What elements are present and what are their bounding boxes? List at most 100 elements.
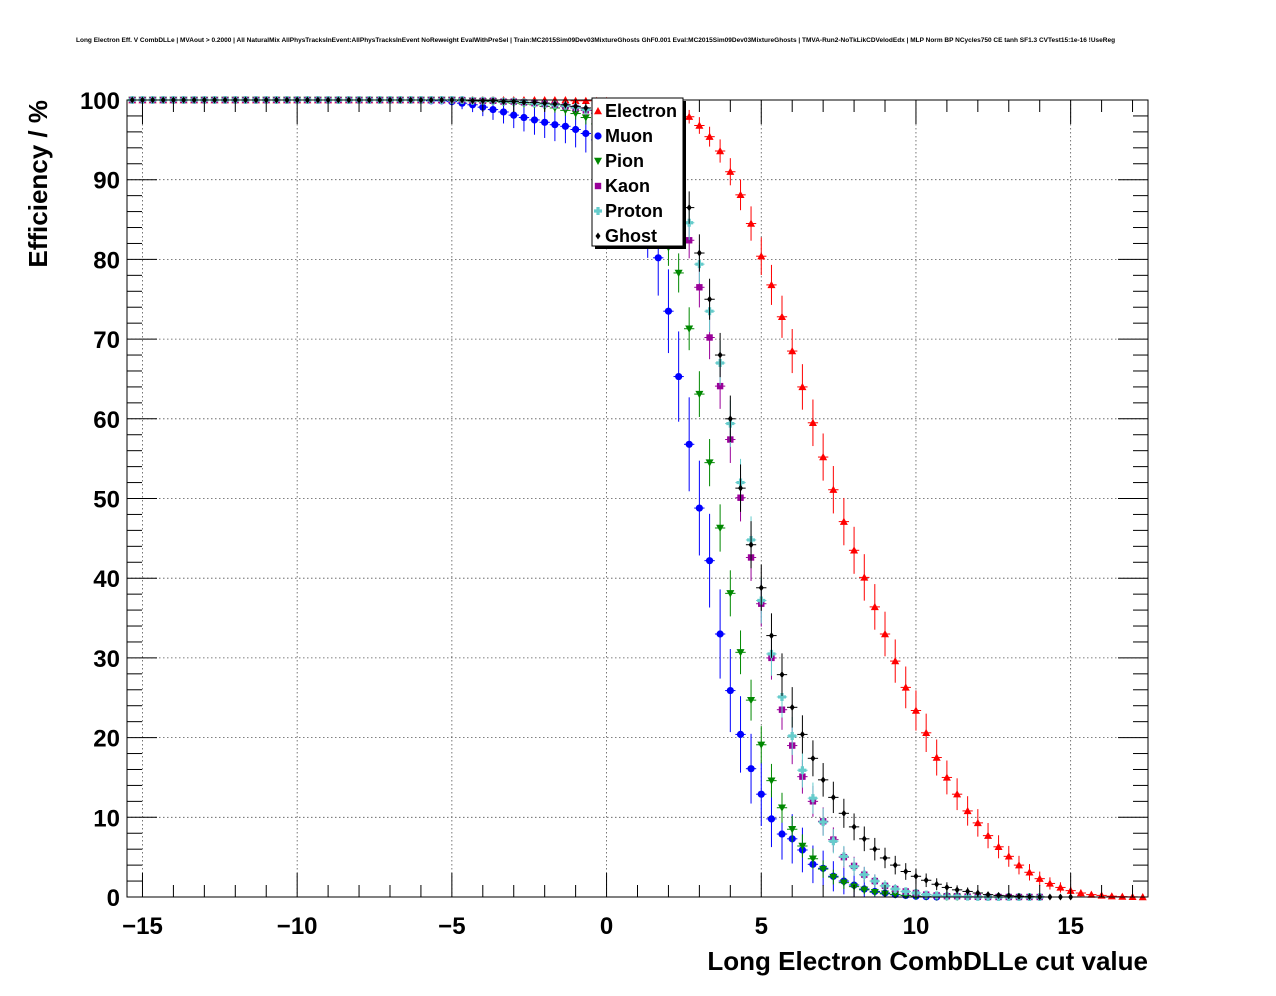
data-point [1056,883,1065,891]
data-point [922,890,931,899]
x-tick-label: 5 [755,913,768,940]
data-point [747,696,756,705]
data-point [1014,861,1023,869]
y-tick-label: 80 [93,247,120,274]
data-point [736,730,745,739]
x-tick-label: −15 [122,913,163,940]
data-point [1035,874,1044,882]
data-point [820,776,826,784]
data-point [850,546,859,554]
data-point [860,870,869,879]
data-point [757,790,765,798]
legend-entry-pion: Pion [594,151,644,171]
data-point [664,307,673,315]
data-point [819,818,828,827]
data-point [788,826,797,834]
data-point [777,692,786,701]
data-point [654,254,662,262]
y-tick-label: 10 [93,805,120,832]
data-point [932,891,941,900]
y-axis-title: Efficiency / % [23,100,53,268]
data-point [767,280,776,289]
data-point [839,852,848,861]
data-point [706,334,713,341]
data-point [923,876,929,884]
data-point [551,121,559,129]
data-point [582,129,590,138]
axis-layer: −15 −10 −5 0 5 10 15 0 10 20 30 40 50 60 70 80 90 100 [80,88,1148,940]
data-point [499,108,508,116]
data-point [934,880,940,888]
data-point [861,835,867,843]
data-point [777,804,786,812]
data-point [758,584,764,592]
data-point [870,889,879,897]
data-point [777,312,786,320]
x-tick-label: 15 [1057,913,1084,940]
data-point [839,879,848,887]
data-point [581,114,590,122]
y-tick-label: 20 [93,726,120,753]
series-layer [127,96,1148,901]
data-point [696,249,702,257]
data-point [881,629,890,638]
data-point [829,873,838,882]
data-point [882,854,888,862]
x-tick-label: 0 [600,913,613,940]
data-point [778,830,786,838]
data-point [520,113,528,122]
chart-title: Long Electron Eff. V CombDLLe | MVAout >… [76,37,1115,44]
y-tick-label: 40 [93,566,120,593]
data-point [707,295,713,303]
data-point [788,347,797,355]
data-point [789,703,795,711]
data-point [726,167,735,175]
data-point [727,415,733,423]
legend-entry-proton: Proton [594,201,663,221]
data-point [985,891,991,899]
data-point [870,602,879,611]
data-point [562,101,568,109]
data-point [788,732,797,741]
data-point [767,815,776,823]
data-point [685,440,693,448]
data-point [808,855,817,863]
legend-label: Proton [605,201,663,221]
data-point [808,794,817,803]
data-point [901,887,910,896]
data-point [736,649,745,657]
data-point [696,284,703,291]
data-point [798,766,807,775]
x-axis-title: Long Electron CombDLLe cut value [707,946,1148,976]
data-point [685,237,693,244]
y-tick-label: 0 [107,885,120,912]
legend-marker [594,107,602,115]
data-point [984,831,993,839]
data-point [726,686,734,695]
x-tick-label: 10 [903,913,930,940]
data-point [1025,868,1034,876]
data-point [583,104,589,112]
y-tick-label: 50 [93,487,120,514]
data-point [490,97,496,105]
y-tick-label: 100 [80,88,120,115]
legend: Electron Muon Pion Kaon Proton Ghost [591,97,686,249]
data-point [953,892,962,901]
data-point [561,122,570,130]
data-point [901,683,910,691]
data-point [808,418,817,426]
data-point [819,865,828,874]
data-point [911,706,920,714]
data-point [891,657,900,665]
legend-marker [594,207,602,215]
data-point [489,105,497,114]
data-point [748,541,754,549]
data-point [860,886,869,894]
y-tick-label: 60 [93,407,120,434]
legend-box [591,97,684,247]
legend-entry-muon: Muon [594,126,653,146]
data-point [1004,852,1013,860]
y-tick-label: 70 [93,327,120,354]
data-point [716,147,725,155]
data-point [685,112,694,120]
